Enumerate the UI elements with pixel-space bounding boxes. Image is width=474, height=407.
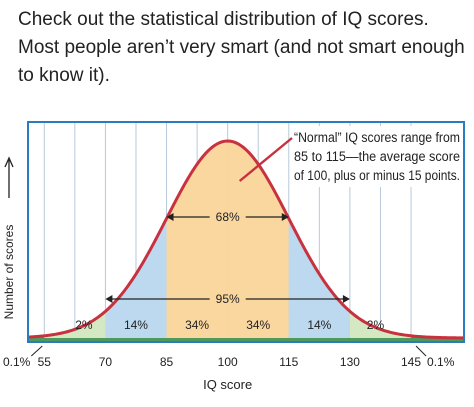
range-68%: 68% xyxy=(166,210,289,224)
band-85-100 xyxy=(166,141,228,338)
range-95%: 95% xyxy=(105,292,350,306)
annotation-line: “Normal” IQ scores range from xyxy=(294,130,460,145)
x-tick-label: 145 xyxy=(401,355,421,369)
y-axis-arrow xyxy=(4,156,14,198)
annotation-text: “Normal” IQ scores range from 85 to 115—t… xyxy=(294,130,460,183)
range-arrow-left xyxy=(166,213,174,221)
range-label: 68% xyxy=(216,210,240,224)
x-tick-label: 115 xyxy=(279,355,298,369)
band-label: 2% xyxy=(75,318,93,332)
band-label: 34% xyxy=(185,318,209,332)
x-tick-label: 70 xyxy=(99,355,113,369)
band-label: 2% xyxy=(367,318,385,332)
range-arrow-right xyxy=(342,295,350,303)
x-axis-label: IQ score xyxy=(203,377,252,392)
range-brackets: 68% 95% xyxy=(105,210,350,306)
band-label: 0.1% xyxy=(3,355,31,369)
band-percent-labels: 0.1% 2% 14% 34% 34% 14% 2% 0.1% xyxy=(3,318,455,369)
post-caption: Check out the statistical distribution o… xyxy=(18,9,465,86)
chart-svg: 68% 95% 0.1% 2% 14% 34% 34% 14% 2% 0.1% 55 70 85 10… xyxy=(2,121,465,392)
annotation-line: of 100, plus or minus 15 points. xyxy=(294,168,460,183)
x-tick-label: 130 xyxy=(340,355,360,369)
band-label: 14% xyxy=(124,318,148,332)
band-100-115 xyxy=(227,141,289,338)
range-arrow-left xyxy=(105,295,113,303)
range-arrow-right xyxy=(281,213,289,221)
baseline-strip xyxy=(28,338,464,342)
band-55-70 xyxy=(44,311,106,338)
x-tick-label: 85 xyxy=(160,355,174,369)
x-tick-label: 55 xyxy=(38,355,52,369)
band-130-145 xyxy=(349,311,412,338)
tail-leader-left xyxy=(30,345,43,357)
range-label: 95% xyxy=(216,292,240,306)
y-axis-label: Number of scores xyxy=(2,225,16,320)
x-axis-ticks: 55 70 85 100 115 130 145 xyxy=(38,355,422,369)
plot-frame xyxy=(27,121,465,343)
x-tick-label: 100 xyxy=(218,355,238,369)
band-label: 34% xyxy=(246,318,270,332)
band-label: 14% xyxy=(307,318,331,332)
band-label: 0.1% xyxy=(427,355,455,369)
annotation-line: 85 to 115—the average score xyxy=(294,149,460,164)
iq-distribution-chart: 68% 95% 0.1% 2% 14% 34% 34% 14% 2% 0.1% 55 70 85 10… xyxy=(0,110,474,402)
normal-curve xyxy=(27,139,465,340)
annotation-background xyxy=(290,126,462,187)
annotation-pointer xyxy=(238,137,293,182)
tail-leader-right xyxy=(415,345,427,357)
